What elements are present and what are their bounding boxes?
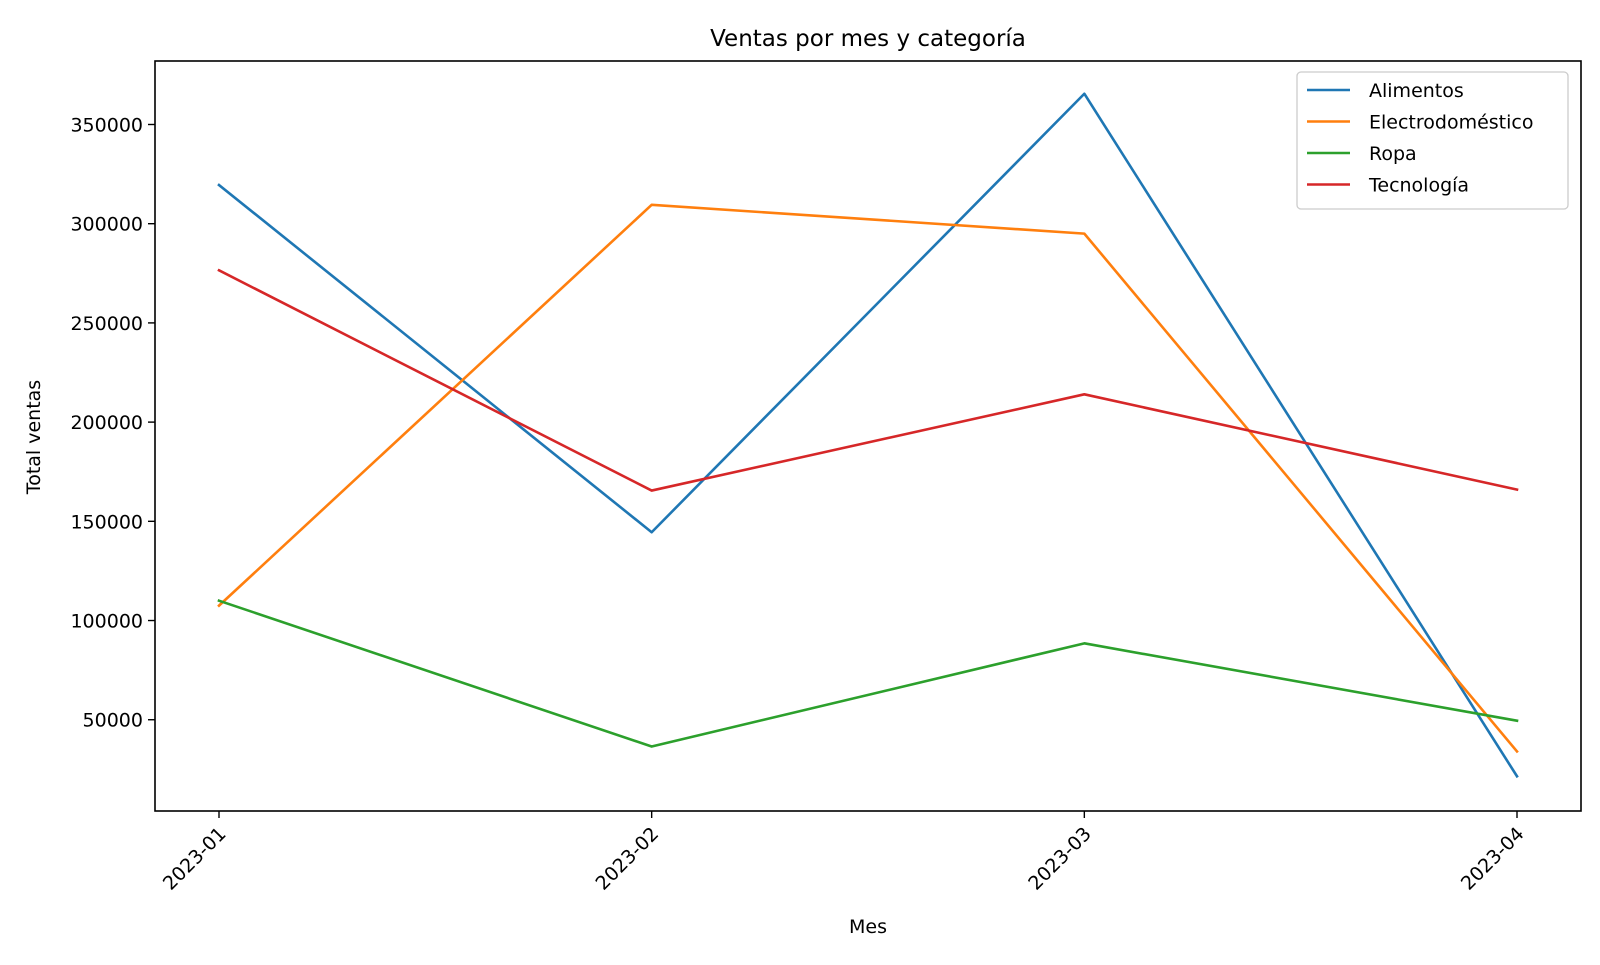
- y-tick-label: 50000: [83, 710, 143, 732]
- y-tick-label: 100000: [70, 611, 143, 633]
- y-tick-label: 250000: [70, 313, 143, 335]
- chart-title: Ventas por mes y categoría: [710, 26, 1026, 52]
- x-tick-label: 2023-04: [1457, 823, 1529, 895]
- legend-label-alimentos: Alimentos: [1369, 80, 1464, 102]
- y-tick-label: 300000: [70, 214, 143, 236]
- x-tick-label: 2023-01: [159, 823, 231, 895]
- legend-label-electrodomestico: Electrodoméstico: [1369, 112, 1533, 134]
- legend-label-tecnologia: Tecnología: [1368, 175, 1469, 197]
- legend-label-ropa: Ropa: [1369, 143, 1417, 165]
- series-line-tecnologia: [217, 268, 1519, 492]
- y-tick-label: 200000: [70, 412, 143, 434]
- legend-box: [1296, 71, 1569, 210]
- series-line-alimentos: [217, 92, 1519, 779]
- legend: Alimentos Electrodoméstico Ropa Tecnología: [1296, 71, 1569, 210]
- series-line-ropa: [217, 599, 1519, 748]
- y-axis-label: Total ventas: [23, 380, 45, 495]
- x-axis-label: Mes: [849, 916, 887, 938]
- x-tick-label: 2023-03: [1024, 823, 1096, 895]
- y-tick-label: 150000: [70, 511, 143, 533]
- plot-frame: [154, 60, 1582, 812]
- series-line-electrodomestico: [217, 203, 1519, 754]
- y-tick-label: 350000: [70, 114, 143, 136]
- x-tick-label: 2023-02: [592, 823, 664, 895]
